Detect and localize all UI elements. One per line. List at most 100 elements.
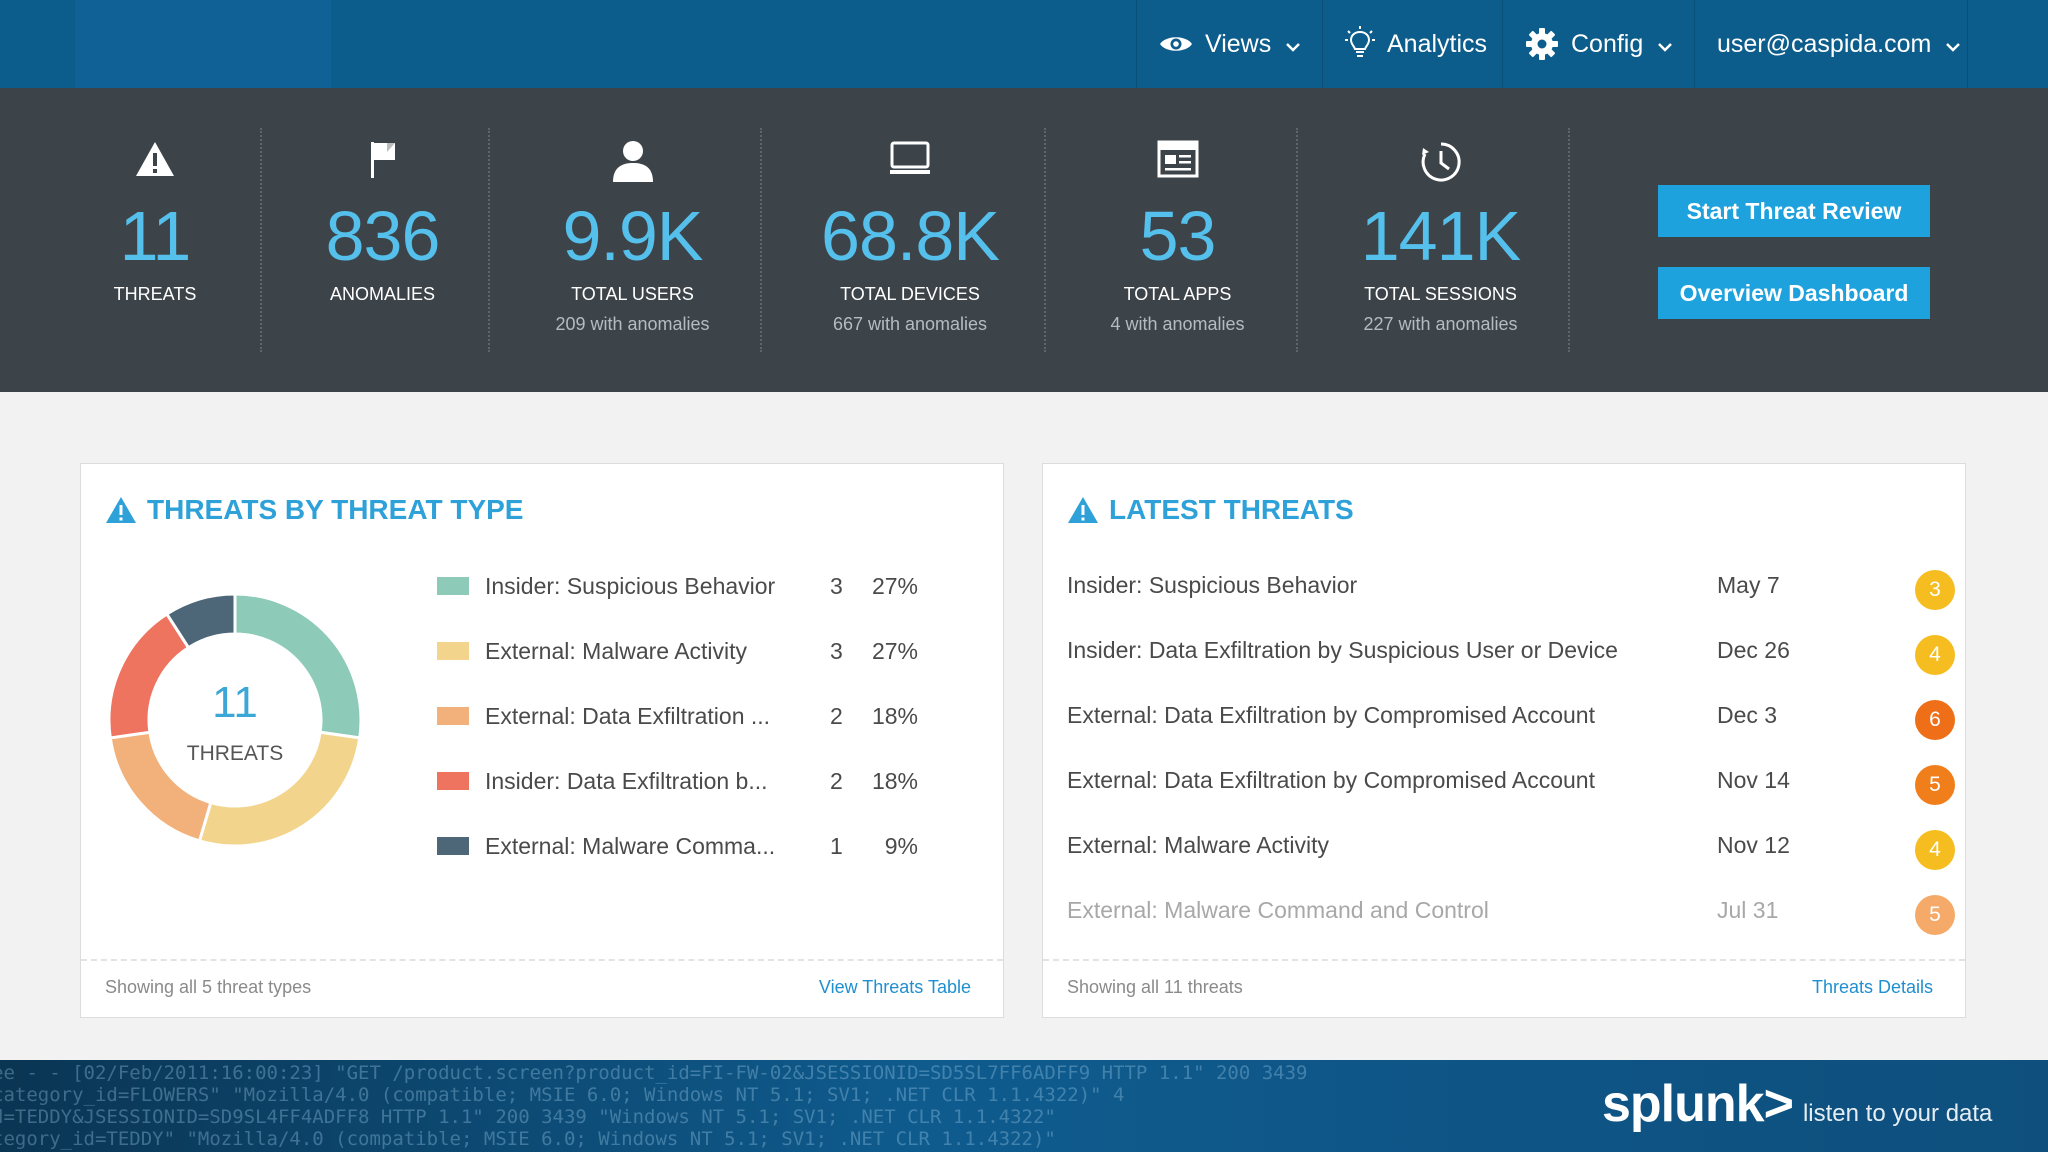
threat-date: May 7 — [1717, 572, 1780, 598]
brand-name: splunk> — [1602, 1075, 1794, 1133]
legend-name: Insider: Suspicious Behavior — [485, 572, 776, 599]
threat-date: Dec 3 — [1717, 702, 1778, 728]
stat-total-users-value: 9.9K — [562, 197, 704, 275]
divider — [760, 128, 762, 352]
threat-date: Dec 26 — [1717, 637, 1790, 663]
logo-area — [75, 0, 331, 88]
stat-total-users-sub: 209 with anomalies — [555, 314, 710, 334]
warning-icon — [105, 496, 137, 524]
donut-slice[interactable] — [164, 592, 237, 650]
threat-row[interactable]: Insider: Data Exfiltration by Suspicious… — [1067, 631, 1955, 675]
stat-threats-value: 11 — [119, 197, 192, 275]
legend-row[interactable]: External: Data Exfiltration ... 2 18% — [437, 696, 918, 736]
nav-menu: Views Analytics Config user@caspida.com — [1136, 0, 1968, 88]
threat-row[interactable]: External: Data Exfiltration by Compromis… — [1067, 696, 1955, 740]
stat-anomalies[interactable]: 836 ANOMALIES — [280, 88, 485, 392]
stat-total-apps-sub: 4 with anomalies — [1110, 314, 1245, 334]
start-threat-review-button[interactable]: Start Threat Review — [1658, 185, 1930, 237]
legend-name: External: Data Exfiltration ... — [485, 702, 771, 729]
eye-icon — [1159, 26, 1193, 62]
legend-count: 2 — [830, 767, 843, 794]
threat-name: External: Data Exfiltration by Compromis… — [1067, 702, 1595, 728]
legend-row[interactable]: External: Malware Activity 3 27% — [437, 631, 918, 671]
threats-details-link[interactable]: Threats Details — [1811, 977, 1933, 997]
threat-name: External: Malware Command and Control — [1067, 897, 1489, 923]
legend-name: Insider: Data Exfiltration b... — [485, 767, 768, 794]
threats-by-type-panel: THREATS BY THREAT TYPE 11 THREATS Inside… — [80, 463, 1004, 1018]
donut-center-label: THREATS — [186, 742, 284, 765]
threat-type-donut-chart — [107, 592, 363, 848]
stat-total-sessions[interactable]: 141K TOTAL SESSIONS 227 with anomalies — [1318, 88, 1563, 392]
legend-row[interactable]: Insider: Data Exfiltration b... 2 18% — [437, 761, 918, 801]
stat-total-sessions-sub: 227 with anomalies — [1363, 314, 1518, 334]
threat-name: External: Malware Activity — [1067, 832, 1330, 858]
stat-total-devices[interactable]: 68.8K TOTAL DEVICES 667 with anomalies — [780, 88, 1040, 392]
legend-count: 1 — [830, 832, 843, 859]
legend-percent: 9% — [884, 832, 918, 859]
summary-stats: 11 THREATS 836 ANOMALIES 9.9K TOTAL USER… — [0, 88, 2048, 392]
log-text-line: d=TEDDY&JSESSIONID=SD9SL4FF4ADFF8 HTTP 1… — [0, 1106, 1056, 1128]
legend-name: External: Malware Comma... — [485, 832, 776, 859]
nav-analytics-label: Analytics — [1387, 29, 1488, 58]
stat-total-users[interactable]: 9.9K TOTAL USERS 209 with anomalies — [510, 88, 755, 392]
threat-row[interactable]: External: Data Exfiltration by Compromis… — [1067, 761, 1955, 805]
panel-footer: Showing all 5 threat types View Threats … — [81, 959, 1003, 1017]
threat-row[interactable]: External: Malware Activity Nov 12 4 — [1067, 826, 1955, 870]
nav-views-label: Views — [1205, 29, 1272, 58]
log-text-line: tegory_id=TEDDY" "Mozilla/4.0 (compatibl… — [0, 1128, 1056, 1150]
user-email: user@caspida.com — [1717, 29, 1932, 58]
legend-swatch — [437, 577, 469, 595]
splunk-logo: splunk> listen to your data — [1602, 1074, 1992, 1134]
divider — [1296, 128, 1298, 352]
legend-percent: 27% — [871, 637, 918, 664]
latest-threats-panel: LATEST THREATS Insider: Suspicious Behav… — [1042, 463, 1966, 1018]
threat-name: Insider: Suspicious Behavior — [1067, 572, 1358, 598]
clock-icon — [1318, 140, 1563, 186]
divider — [1044, 128, 1046, 352]
log-text-line: ee - - [02/Feb/2011:16:00:23] "GET /prod… — [0, 1062, 1308, 1084]
footer-summary: Showing all 11 threats — [1067, 977, 1243, 997]
legend-swatch — [437, 837, 469, 855]
threat-row[interactable]: Insider: Suspicious Behavior May 7 3 — [1067, 566, 1955, 610]
user-icon — [510, 140, 755, 186]
threat-row[interactable]: External: Malware Command and Control Ju… — [1067, 891, 1955, 935]
threat-name: External: Data Exfiltration by Compromis… — [1067, 767, 1595, 793]
stat-total-sessions-label: TOTAL SESSIONS — [1364, 284, 1517, 304]
donut-center: 11 THREATS — [107, 592, 363, 848]
log-text-line: category_id=FLOWERS" "Mozilla/4.0 (compa… — [0, 1084, 1125, 1106]
latest-threats-title: LATEST THREATS — [1109, 494, 1354, 525]
lightbulb-icon — [1345, 26, 1375, 62]
view-threats-table-link[interactable]: View Threats Table — [818, 977, 971, 997]
threat-score-badge: 3 — [1915, 570, 1955, 610]
legend-name: External: Malware Activity — [485, 637, 748, 664]
threat-score-badge: 5 — [1915, 895, 1955, 935]
nav-analytics[interactable]: Analytics — [1322, 0, 1502, 88]
app-window-icon — [1065, 140, 1290, 186]
flag-icon — [280, 140, 485, 186]
threat-name: Insider: Data Exfiltration by Suspicious… — [1067, 637, 1618, 663]
threat-score-badge: 4 — [1915, 635, 1955, 675]
stat-threats[interactable]: 11 THREATS — [55, 88, 255, 392]
legend-percent: 27% — [871, 572, 918, 599]
stat-total-apps-value: 53 — [1139, 197, 1217, 275]
nav-views[interactable]: Views — [1136, 0, 1322, 88]
overview-dashboard-button[interactable]: Overview Dashboard — [1658, 267, 1930, 319]
nav-config[interactable]: Config — [1502, 0, 1694, 88]
stat-anomalies-value: 836 — [325, 197, 441, 275]
legend-row[interactable]: External: Malware Comma... 1 9% — [437, 826, 918, 866]
stat-total-apps[interactable]: 53 TOTAL APPS 4 with anomalies — [1065, 88, 1290, 392]
divider — [1568, 128, 1570, 352]
footer-banner: ee - - [02/Feb/2011:16:00:23] "GET /prod… — [0, 1060, 2048, 1152]
legend-count: 2 — [830, 702, 843, 729]
chevron-down-icon — [1285, 30, 1301, 59]
legend-count: 3 — [830, 572, 843, 599]
gear-icon — [1525, 26, 1559, 62]
legend-swatch — [437, 772, 469, 790]
nav-user-menu[interactable]: user@caspida.com — [1694, 0, 1968, 88]
legend-row[interactable]: Insider: Suspicious Behavior 3 27% — [437, 566, 918, 606]
stat-anomalies-label: ANOMALIES — [329, 284, 436, 304]
panel-footer: Showing all 11 threats Threats Details — [1043, 959, 1965, 1017]
threat-date: Jul 31 — [1717, 897, 1779, 923]
threat-date: Nov 12 — [1717, 832, 1790, 858]
stat-total-sessions-value: 141K — [1360, 197, 1521, 275]
